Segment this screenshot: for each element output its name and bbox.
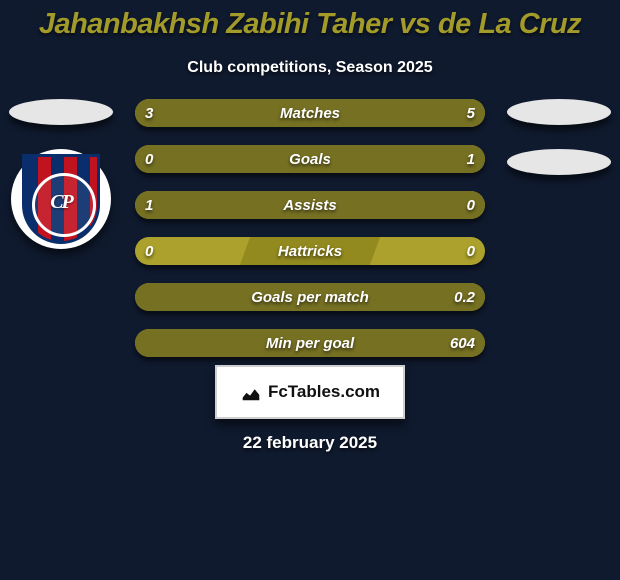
- stat-bar: Min per goal604: [135, 329, 485, 357]
- date-line: 22 february 2025: [0, 433, 620, 453]
- stat-label: Matches: [135, 99, 485, 127]
- stat-value-left: 1: [145, 191, 153, 219]
- stat-label: Hattricks: [135, 237, 485, 265]
- player-right-oval-1: [507, 99, 611, 125]
- stat-value-right: 1: [467, 145, 475, 173]
- page-subtitle: Club competitions, Season 2025: [0, 59, 620, 77]
- watermark: FcTables.com: [215, 365, 405, 419]
- stat-value-left: 3: [145, 99, 153, 127]
- player-left-column: [6, 99, 116, 249]
- stat-value-left: 0: [145, 237, 153, 265]
- watermark-text: FcTables.com: [268, 382, 380, 402]
- stat-value-right: 0: [467, 237, 475, 265]
- stat-label: Min per goal: [135, 329, 485, 357]
- stat-value-right: 5: [467, 99, 475, 127]
- watermark-icon: [240, 381, 262, 403]
- page-title: Jahanbakhsh Zabihi Taher vs de La Cruz: [0, 0, 620, 41]
- stat-label: Goals: [135, 145, 485, 173]
- stat-value-right: 0.2: [454, 283, 475, 311]
- stat-bars: Matches35Goals01Assists10Hattricks00Goal…: [135, 99, 485, 357]
- stat-bar: Goals0 1: [135, 145, 485, 173]
- player-left-oval: [9, 99, 113, 125]
- stat-bar: Matches3 5: [135, 99, 485, 127]
- stat-bar: Hattricks0 0: [135, 237, 485, 265]
- player-left-badge: [11, 149, 111, 249]
- stat-value-right: 604: [450, 329, 475, 357]
- stat-value-left: 0: [145, 145, 153, 173]
- player-right-oval-2: [507, 149, 611, 175]
- stat-label: Assists: [135, 191, 485, 219]
- player-right-column: [504, 99, 614, 175]
- stat-label: Goals per match: [135, 283, 485, 311]
- stat-value-right: 0: [467, 191, 475, 219]
- stat-bar: Assists1 0: [135, 191, 485, 219]
- club-crest-icon: [22, 154, 100, 244]
- stat-bar: Goals per match0.2: [135, 283, 485, 311]
